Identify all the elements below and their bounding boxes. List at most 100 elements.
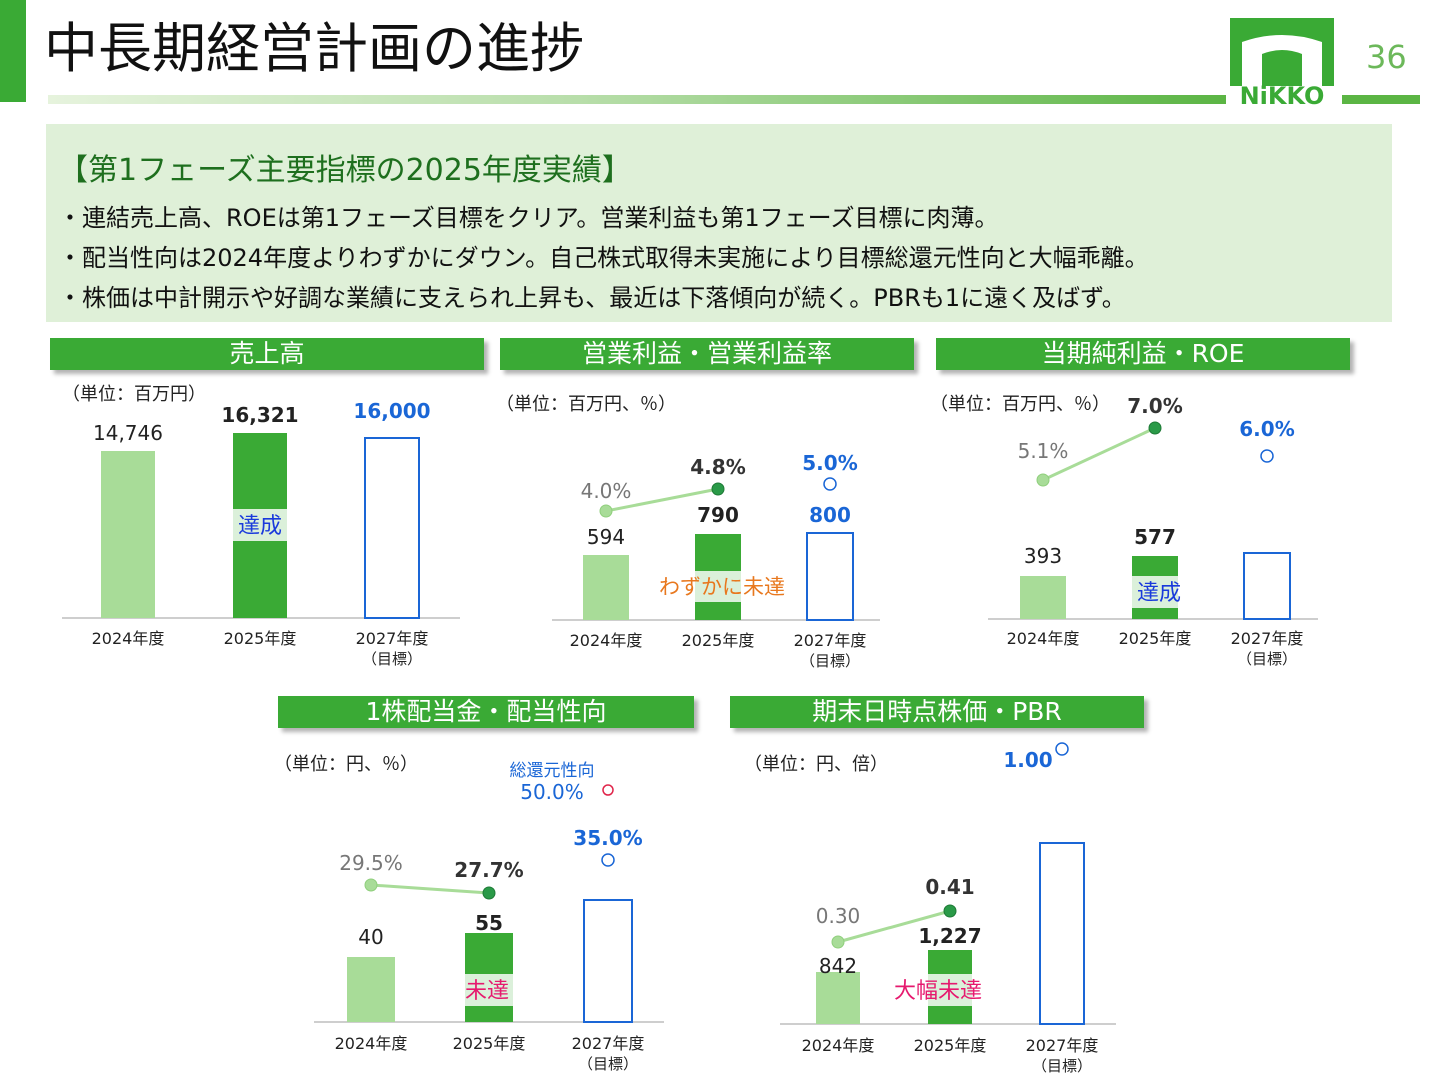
- dividend-unit-label: （単位：円、％）: [274, 754, 418, 775]
- net_income-status-bg: [1131, 576, 1187, 608]
- dividend-status-label: 未達: [465, 979, 509, 1004]
- summary-line-1: ・連結売上高、ROEは第1フェーズ目標をクリア。営業利益も第1フェーズ目標に肉薄…: [58, 204, 999, 232]
- dividend-extra-label: 総還元性向: [510, 761, 595, 781]
- header-accent-bar: [0, 0, 26, 102]
- net_income-line-label-0: 5.1%: [1018, 439, 1069, 463]
- net-income-unit-label: （単位：百万円、％）: [930, 394, 1110, 415]
- stock_price-category-0: 2024年度: [802, 1036, 875, 1055]
- net_income-category-2: 2027年度: [1231, 629, 1304, 648]
- sales-category-0: 2024年度: [92, 629, 165, 648]
- dividend-bar-label-0: 40: [358, 925, 383, 949]
- operating-bar-0: [583, 555, 629, 620]
- dividend-line-label-0: 29.5%: [339, 851, 403, 875]
- operating-category-sub-2: （目標）: [800, 652, 860, 670]
- net_income-category-sub-2: （目標）: [1237, 650, 1297, 668]
- dividend-point-target: [601, 853, 615, 867]
- net_income-bar-label-1: 577: [1134, 525, 1176, 549]
- page-title: 中長期経営計画の進捗: [44, 17, 584, 80]
- operating-bar-label-0: 594: [587, 525, 625, 549]
- sales-category-sub-2: （目標）: [362, 650, 422, 668]
- stock_price-bar-target: [1039, 842, 1085, 1025]
- stock_price-point-1: [943, 904, 957, 918]
- operating-line-label-1: 4.8%: [690, 455, 745, 479]
- stock_price-status-label: 大幅未達: [894, 979, 982, 1004]
- net_income-bar-label-0: 393: [1024, 544, 1062, 568]
- title-underline: [48, 95, 1226, 104]
- stock_price-line-label-0: 0.30: [816, 904, 861, 928]
- stock_price-category-2: 2027年度: [1026, 1036, 1099, 1055]
- sales-panel-header: 売上高: [50, 338, 484, 370]
- dividend-trend-line: [370, 883, 490, 895]
- nikko-logo: NiKKO: [1230, 18, 1334, 110]
- operating-category-2: 2027年度: [794, 631, 867, 650]
- operating-bar-label-1: 790: [697, 503, 739, 527]
- stock_price-bar-label-1: 1,227: [918, 924, 981, 948]
- operating-status-label: わずかに未達: [659, 575, 785, 599]
- stock_price-bar-0: [816, 972, 860, 1024]
- net-income-panel-header: 当期純利益・ROE: [936, 338, 1350, 370]
- sales-bar-target: [364, 437, 420, 619]
- net_income-category-0: 2024年度: [1007, 629, 1080, 648]
- net_income-category-1: 2025年度: [1119, 629, 1192, 648]
- sales-status-label: 達成: [238, 514, 282, 539]
- operating-line-label-2: 5.0%: [802, 451, 857, 475]
- net_income-point-1: [1148, 421, 1162, 435]
- operating-bar-label-2: 800: [809, 503, 851, 527]
- dividend-point-1: [482, 886, 496, 900]
- summary-line-2: ・配当性向は2024年度よりわずかにダウン。自己株式取得未実施により目標総還元性…: [58, 244, 1149, 272]
- operating-category-0: 2024年度: [570, 631, 643, 650]
- net_income-line-label-1: 7.0%: [1127, 394, 1182, 418]
- dividend-line-label-1: 27.7%: [454, 858, 523, 882]
- dividend-bar-label-1: 55: [475, 911, 503, 935]
- operating-unit-label: （単位：百万円、％）: [496, 394, 676, 415]
- dividend-category-2: 2027年度: [572, 1034, 645, 1053]
- operating-point-target: [823, 477, 837, 491]
- dividend-category-sub-2: （目標）: [578, 1055, 638, 1073]
- sales-status-bg: [232, 509, 288, 541]
- net_income-status-label: 達成: [1137, 581, 1181, 606]
- net_income-line-label-2: 6.0%: [1239, 417, 1294, 441]
- stock_price-category-1: 2025年度: [914, 1036, 987, 1055]
- sales-unit-label: （単位：百万円）: [62, 384, 206, 405]
- stock_price-trend-line: [837, 909, 951, 944]
- net_income-point-0: [1036, 473, 1050, 487]
- dividend-line-label-2: 35.0%: [573, 826, 642, 850]
- sales-category-1: 2025年度: [224, 629, 297, 648]
- dividend-extra-point: [602, 784, 614, 796]
- stock_price-point-0: [831, 935, 845, 949]
- operating-bar-target: [806, 532, 854, 621]
- operating-point-0: [599, 504, 613, 518]
- page-number: 36: [1366, 38, 1407, 76]
- sales-bar-label-0: 14,746: [93, 421, 163, 445]
- stock-price-unit-label: （単位：円、倍）: [744, 754, 888, 775]
- dividend-point-0: [364, 878, 378, 892]
- net_income-bar-target: [1243, 552, 1291, 620]
- stock_price-point-target: [1055, 742, 1069, 756]
- sales-bar-0: [101, 451, 155, 618]
- stock_price-bar-label-0: 842: [819, 954, 857, 978]
- dividend-extra-value: 50.0%: [520, 780, 584, 804]
- sales-bar-label-2: 16,000: [353, 399, 430, 423]
- operating-trend-line: [605, 487, 719, 513]
- dividend-status-bg: [459, 974, 515, 1006]
- dividend-panel-header: 1株配当金・配当性向: [278, 696, 694, 728]
- dividend-category-1: 2025年度: [453, 1034, 526, 1053]
- dividend-bar-target: [583, 899, 633, 1023]
- operating-category-1: 2025年度: [682, 631, 755, 650]
- operating-line-label-0: 4.0%: [581, 479, 632, 503]
- net_income-trend-line: [1042, 426, 1156, 482]
- stock-price-panel-header: 期末日時点株価・PBR: [730, 696, 1144, 728]
- net_income-point-target: [1260, 449, 1274, 463]
- summary-heading: 【第1フェーズ主要指標の2025年度実績】: [58, 153, 632, 188]
- stock_price-status-bg: [887, 974, 989, 1006]
- stock_price-category-sub-2: （目標）: [1032, 1057, 1092, 1075]
- operating-panel-header: 営業利益・営業利益率: [500, 338, 914, 370]
- dividend-bar-0: [347, 957, 395, 1022]
- net_income-bar-0: [1020, 576, 1066, 619]
- logo-wordmark: NiKKO: [1240, 82, 1325, 110]
- operating-status-bg: [651, 571, 793, 602]
- dividend-category-0: 2024年度: [335, 1034, 408, 1053]
- title-underline-right: [1342, 95, 1420, 104]
- stock_price-line-label-1: 0.41: [925, 875, 974, 899]
